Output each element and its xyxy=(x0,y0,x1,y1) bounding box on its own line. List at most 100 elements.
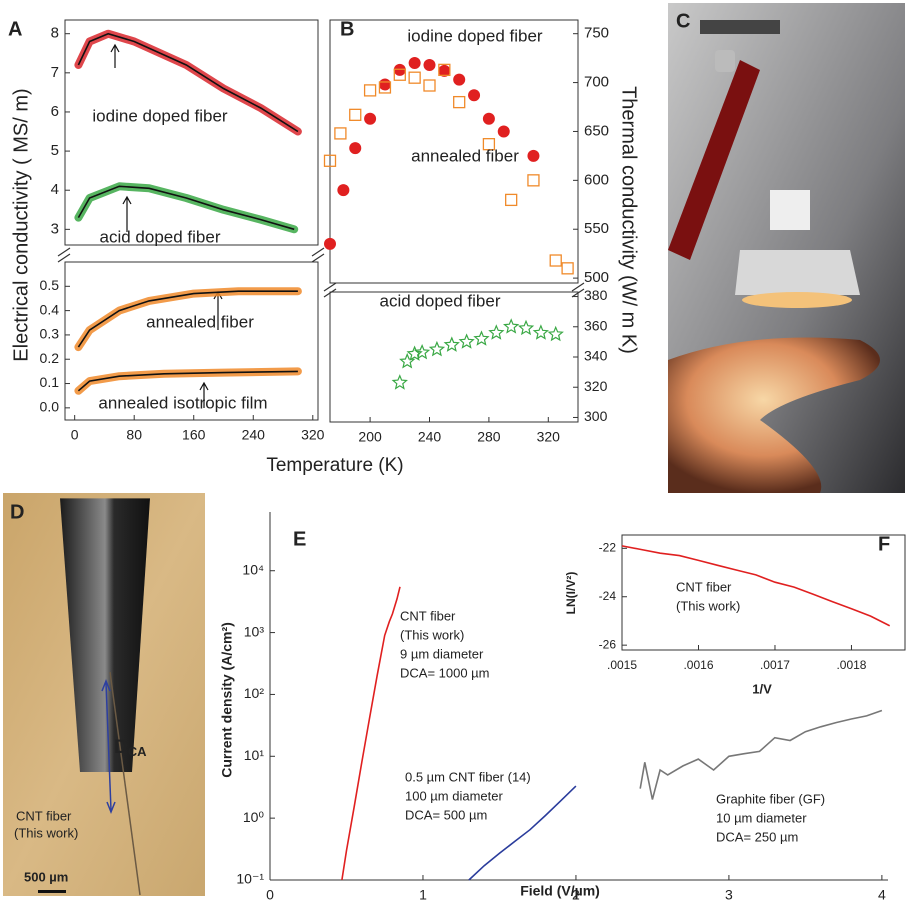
y-tick-label: -22 xyxy=(599,540,617,554)
point xyxy=(534,326,547,339)
y-tick-label: 0.5 xyxy=(40,277,60,293)
panel-label: A xyxy=(8,18,22,40)
y-tick-label: 320 xyxy=(584,378,608,394)
x-tick-label: 200 xyxy=(358,429,382,445)
panel-label: B xyxy=(340,18,354,40)
scale-bar-label: 500 µm xyxy=(24,869,68,884)
lamp-base xyxy=(770,190,810,230)
figure: C DCA CNT fiber (This work) 500 µm D 345… xyxy=(0,0,908,901)
fiber-label: (This work) xyxy=(14,825,78,840)
point xyxy=(549,327,562,340)
series-band xyxy=(78,186,294,229)
y-tick-label: 8 xyxy=(51,25,59,42)
point xyxy=(349,142,361,154)
lamp-body xyxy=(735,250,860,295)
series-label: DCA= 500 µm xyxy=(405,807,487,822)
y-tick-label: 7 xyxy=(51,64,59,81)
y-tick-label: 5 xyxy=(51,142,59,159)
knob xyxy=(715,50,735,72)
y-tick-label: 10³ xyxy=(244,623,265,639)
series-label: 0.5 µm CNT fiber (14) xyxy=(405,769,531,784)
y-tick-label: 3 xyxy=(51,220,59,237)
x-tick-label: 320 xyxy=(301,427,325,443)
point xyxy=(498,125,510,137)
point xyxy=(483,113,495,125)
point xyxy=(365,85,376,96)
x-tick-label: 0 xyxy=(71,427,79,443)
point xyxy=(468,89,480,101)
y-tick-label: 650 xyxy=(584,122,609,139)
x-axis-label: Temperature (K) xyxy=(266,455,403,476)
series-label: Graphite fiber (GF) xyxy=(716,791,825,806)
x-tick-label: 80 xyxy=(126,427,142,443)
series-label: acid doped fiber xyxy=(100,227,221,246)
series-band xyxy=(78,371,298,390)
point xyxy=(409,57,421,69)
series-label: 10 µm diameter xyxy=(716,810,807,825)
plot-frame xyxy=(65,20,318,245)
y-tick-label: 360 xyxy=(584,317,608,333)
point xyxy=(475,332,488,345)
y-tick-label: 10⁴ xyxy=(242,561,264,577)
x-tick-label: 0 xyxy=(266,887,274,901)
series-label: iodine doped fiber xyxy=(407,26,543,45)
series-label: 9 µm diameter xyxy=(400,646,484,661)
series-label: DCA= 250 µm xyxy=(716,829,798,844)
series-label: CNT fiber xyxy=(676,579,732,594)
point xyxy=(379,79,391,91)
point xyxy=(430,342,443,355)
point xyxy=(454,97,465,108)
series-line xyxy=(342,587,400,880)
point xyxy=(423,59,435,71)
point xyxy=(324,238,336,250)
series-label: CNT fiber xyxy=(400,608,456,623)
y-axis-label: Electrical conductivity ( MS/ m) xyxy=(10,88,32,361)
y-tick-label: 600 xyxy=(584,171,609,188)
point xyxy=(409,72,420,83)
series-label: (This work) xyxy=(676,598,740,613)
y-tick-label: 10² xyxy=(244,685,265,701)
series-label: DCA= 1000 µm xyxy=(400,665,490,680)
point xyxy=(335,128,346,139)
break-mark xyxy=(58,248,324,262)
y-axis-label: Current density (A/cm²) xyxy=(219,622,235,778)
point xyxy=(505,320,518,333)
point xyxy=(337,184,349,196)
x-tick-label: 3 xyxy=(725,887,733,901)
series-label: (This work) xyxy=(400,627,464,642)
y-tick-label: -24 xyxy=(599,589,617,603)
panel-label: E xyxy=(293,528,306,550)
axis-breaks xyxy=(58,248,584,297)
y-tick-label: 0.1 xyxy=(40,374,60,390)
x-tick-label: .0018 xyxy=(836,658,866,672)
series-label: iodine doped fiber xyxy=(92,106,228,125)
x-tick-label: 160 xyxy=(182,427,206,443)
y-tick-label: 0.2 xyxy=(40,350,60,366)
clamp xyxy=(700,20,780,34)
y-axis-label: LN(I/V²) xyxy=(564,572,578,615)
dca-subscript: CA xyxy=(128,744,147,759)
point xyxy=(519,321,532,334)
x-tick-label: 320 xyxy=(537,429,561,445)
y-tick-label: 550 xyxy=(584,220,609,237)
point xyxy=(445,338,458,351)
photo-c: C xyxy=(668,3,905,493)
y-tick-label: 10¹ xyxy=(244,747,265,763)
y-tick-label: 500 xyxy=(584,269,609,286)
point xyxy=(453,74,465,86)
series-label: annealed fiber xyxy=(146,312,254,331)
y-tick-label: 4 xyxy=(51,181,59,198)
x-tick-label: .0016 xyxy=(683,658,713,672)
x-tick-label: 280 xyxy=(477,429,501,445)
panel-label: D xyxy=(10,501,24,523)
y-tick-label: 6 xyxy=(51,103,59,120)
point xyxy=(527,150,539,162)
plot-frame xyxy=(330,292,578,422)
y-tick-label: 10⁰ xyxy=(243,809,265,825)
scale-bar xyxy=(38,890,66,893)
series-label: 100 µm diameter xyxy=(405,788,503,803)
x-tick-label: 240 xyxy=(242,427,266,443)
x-tick-label: .0015 xyxy=(607,658,637,672)
y-tick-label: 700 xyxy=(584,74,609,91)
point xyxy=(528,175,539,186)
